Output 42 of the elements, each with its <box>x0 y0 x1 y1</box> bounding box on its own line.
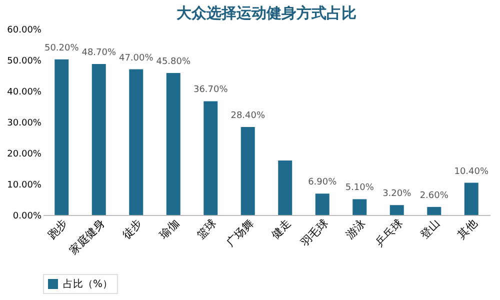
x-tick-label: 登山 <box>418 216 443 242</box>
data-label: 3.20% <box>382 189 412 200</box>
data-label: 2.60% <box>420 190 449 201</box>
data-label: 48.70% <box>82 48 116 58</box>
y-tick-label: 30.00% <box>7 118 42 128</box>
bar <box>240 126 255 215</box>
bar <box>352 199 367 215</box>
x-tick-label: 游泳 <box>343 216 368 242</box>
data-label: 6.90% <box>308 178 338 188</box>
data-label: 36.70% <box>193 85 228 96</box>
data-label: 47.00% <box>118 53 154 64</box>
y-tick-label: 10.00% <box>7 180 42 190</box>
bar <box>278 160 292 215</box>
x-tick-label: 广场舞 <box>224 216 256 250</box>
data-label: 28.40% <box>230 110 266 121</box>
x-tick-label: 徒步 <box>120 216 145 242</box>
x-tick-label: 篮球 <box>194 216 220 242</box>
y-tick-label: 40.00% <box>7 88 42 98</box>
bar <box>390 205 404 215</box>
x-tick-label: 其他 <box>455 216 480 242</box>
y-tick-label: 20.00% <box>7 150 42 160</box>
data-label: 5.10% <box>345 183 374 194</box>
bar <box>315 194 330 215</box>
data-label: 50.20% <box>44 43 80 54</box>
x-tick-label: 健走 <box>268 216 294 242</box>
data-label: 10.40% <box>454 166 489 177</box>
bar <box>54 59 69 215</box>
bar <box>204 101 218 215</box>
bar <box>166 73 180 215</box>
legend-label: 占比（%） <box>63 278 113 290</box>
bar <box>92 64 106 215</box>
bar <box>129 69 144 215</box>
bar <box>427 206 442 215</box>
data-label: 45.80% <box>156 57 191 68</box>
x-tick-label: 羽毛球 <box>298 216 331 250</box>
y-tick-label: 60.00% <box>7 26 42 36</box>
x-tick-label: 乒乓球 <box>372 216 406 250</box>
chart-title: 大众选择运动健身方式占比 <box>176 4 356 22</box>
bar <box>464 182 478 215</box>
y-tick-label: 50.00% <box>7 56 42 66</box>
y-tick-label: 0.00% <box>12 212 42 222</box>
x-tick-label: 瑜伽 <box>157 216 182 242</box>
